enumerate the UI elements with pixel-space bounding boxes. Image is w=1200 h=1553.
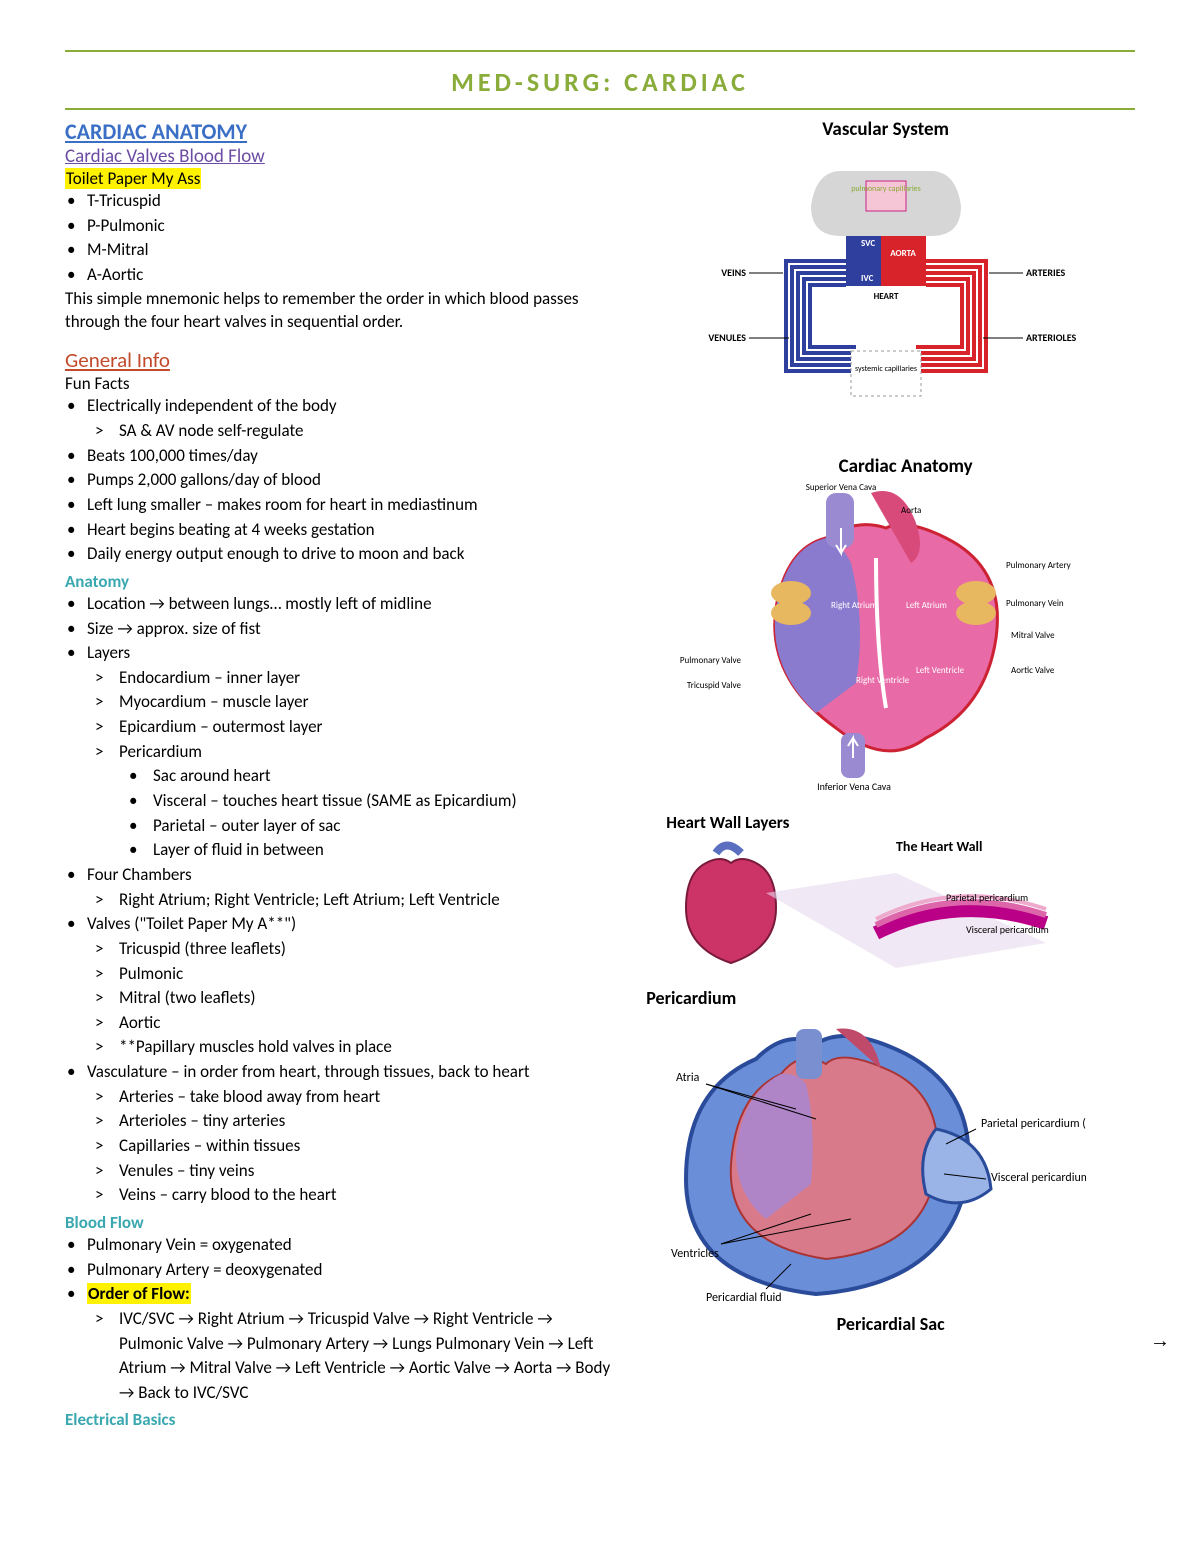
right-column: Vascular System pulmonary capillaries SV… [636, 118, 1135, 1430]
heading-anatomy: Anatomy [65, 571, 616, 592]
svg-text:ARTERIES: ARTERIES [1026, 266, 1065, 279]
chamber-list: Right Atrium; Right Ventricle; Left Atri… [119, 888, 616, 913]
svg-text:Parietal pericardium: Parietal pericardium [946, 891, 1028, 904]
bf-order: Order of Flow: [87, 1282, 616, 1307]
svg-text:Pulmonary Vein: Pulmonary Vein [1006, 598, 1064, 609]
svg-text:HEART: HEART [873, 291, 898, 302]
fact-item: Heart begins beating at 4 weeks gestatio… [87, 518, 616, 543]
layer-item: Endocardium – inner layer [119, 666, 616, 691]
peri-item: Visceral – touches heart tissue (SAME as… [153, 789, 616, 814]
label-fun-facts: Fun Facts [65, 373, 616, 394]
layer-item: Myocardium – muscle layer [119, 690, 616, 715]
layer-item: Epicardium – outermost layer [119, 715, 616, 740]
fact-item: Left lung smaller – makes room for heart… [87, 493, 616, 518]
heading-electrical: Electrical Basics [65, 1409, 616, 1430]
mnemonic-item: P-Pulmonic [87, 214, 616, 239]
pericardium-diagram: Atria Ventricles Pericardial fluid Parie… [646, 1009, 1086, 1309]
fig-vascular-title: Vascular System [822, 118, 949, 141]
mnemonic-item: M-Mitral [87, 238, 616, 263]
valve-item: Aortic [119, 1011, 616, 1036]
figure-cardiac-anatomy: Cardiac Anatomy Superior Vena Cava [636, 455, 1135, 798]
fact-item: Daily energy output enough to drive to m… [87, 542, 616, 567]
layer-item: Pericardium [119, 740, 616, 765]
left-column: CARDIAC ANATOMY Cardiac Valves Blood Flo… [65, 118, 616, 1430]
svg-text:pulmonary capillaries: pulmonary capillaries [851, 184, 921, 194]
svg-text:SVC: SVC [861, 238, 875, 249]
heading-general-info: General Info [65, 347, 616, 373]
fact-item: Beats 100,000 times/day [87, 444, 616, 469]
svg-text:Left Atrium: Left Atrium [906, 600, 947, 611]
mnemonic-item: A-Aortic [87, 263, 616, 288]
svg-text:Ventricles: Ventricles [671, 1247, 719, 1261]
valve-item: **Papillary muscles hold valves in place [119, 1035, 616, 1060]
top-rule [65, 50, 1135, 52]
heading-valves-flow: Cardiac Valves Blood Flow [65, 145, 616, 168]
peri-item: Layer of fluid in between [153, 838, 616, 863]
svg-text:Tricuspid Valve: Tricuspid Valve [687, 680, 742, 691]
vascular-diagram: pulmonary capillaries SVC IVC AORTA HEAR… [671, 141, 1101, 441]
vessel-item: Arteries – take blood away from heart [119, 1085, 616, 1110]
svg-text:Aorta: Aorta [901, 505, 921, 516]
mnemonic-highlight: Toilet Paper My Ass [65, 168, 616, 189]
figure-vascular: Vascular System pulmonary capillaries SV… [636, 118, 1135, 441]
fig-anat-title: Cardiac Anatomy [839, 455, 973, 478]
peri-item: Sac around heart [153, 764, 616, 789]
vessel-item: Capillaries – within tissues [119, 1134, 616, 1159]
figure-pericardium: Pericardium Atria Ventricles [636, 987, 1135, 1335]
fig-peri-caption: Pericardial Sac [837, 1313, 945, 1335]
svg-text:Right Ventricle: Right Ventricle [856, 675, 910, 686]
mnemonic-item: T-Tricuspid [87, 189, 616, 214]
heading-cardiac-anatomy: CARDIAC ANATOMY [65, 118, 616, 145]
svg-text:VENULES: VENULES [708, 331, 746, 344]
continuation-arrow-icon: → [1150, 1330, 1170, 1353]
svg-text:systemic capillaries: systemic capillaries [855, 364, 917, 374]
peri-item: Parietal – outer layer of sac [153, 814, 616, 839]
svg-text:Mitral Valve: Mitral Valve [1011, 630, 1055, 641]
valve-item: Tricuspid (three leaflets) [119, 937, 616, 962]
figure-heart-wall: Heart Wall Layers The Heart Wall Parieta… [636, 812, 1135, 973]
under-rule [65, 108, 1135, 110]
vessel-item: Venules – tiny veins [119, 1159, 616, 1184]
svg-text:Right Atrium: Right Atrium [831, 600, 877, 611]
anat-item: Layers [87, 641, 616, 666]
vessel-item: Arterioles – tiny arteries [119, 1109, 616, 1134]
chambers-item: Four Chambers [87, 863, 616, 888]
fact-item: Electrically independent of the body [87, 394, 616, 419]
valve-item: Pulmonic [119, 962, 616, 987]
valve-item: Mitral (two leaflets) [119, 986, 616, 1011]
svg-text:Superior Vena Cava: Superior Vena Cava [805, 482, 876, 493]
bf-item: Pulmonary Artery = deoxygenated [87, 1258, 616, 1283]
anat-item: Location → between lungs… mostly left of… [87, 592, 616, 617]
vasc-item: Vasculature – in order from heart, throu… [87, 1060, 616, 1085]
anat-item: Size → approx. size of fist [87, 617, 616, 642]
svg-text:Pulmonary Artery: Pulmonary Artery [1006, 560, 1072, 571]
svg-text:Pericardial fluid: Pericardial fluid [706, 1291, 782, 1305]
svg-text:Aortic Valve: Aortic Valve [1011, 665, 1055, 676]
heading-blood-flow: Blood Flow [65, 1212, 616, 1233]
cardiac-anatomy-diagram: Superior Vena Cava Aorta Pulmonary Arter… [676, 478, 1096, 798]
svg-text:AORTA: AORTA [890, 248, 916, 259]
svg-text:VEINS: VEINS [721, 266, 746, 279]
fig-peri-title: Pericardium [646, 987, 736, 1009]
mnemonic-explain: This simple mnemonic helps to remember t… [65, 288, 616, 334]
vessel-item: Veins – carry blood to the heart [119, 1183, 616, 1208]
svg-text:Parietal pericardium (cut): Parietal pericardium (cut) [981, 1117, 1086, 1131]
svg-text:Atria: Atria [676, 1071, 700, 1085]
svg-text:The Heart Wall: The Heart Wall [896, 838, 982, 855]
svg-text:Visceral pericardium (cut): Visceral pericardium (cut) [991, 1171, 1086, 1185]
svg-text:ARTERIOLES: ARTERIOLES [1026, 331, 1076, 344]
fact-subitem: SA & AV node self-regulate [119, 419, 616, 444]
svg-text:Pulmonary Valve: Pulmonary Valve [679, 655, 741, 666]
page-title: MED-SURG: CARDIAC [65, 62, 1135, 108]
valves-item: Valves ("Toilet Paper My A**") [87, 912, 616, 937]
fact-item: Pumps 2,000 gallons/day of blood [87, 468, 616, 493]
svg-text:IVC: IVC [861, 273, 874, 284]
heart-wall-diagram: The Heart Wall Parietal pericardium Visc… [666, 833, 1066, 973]
bf-item: Pulmonary Vein = oxygenated [87, 1233, 616, 1258]
fig-wall-title: Heart Wall Layers [666, 812, 789, 833]
bf-order-text: IVC/SVC → Right Atrium → Tricuspid Valve… [119, 1307, 616, 1406]
svg-text:Visceral pericardium: Visceral pericardium [966, 923, 1049, 936]
svg-text:Inferior Vena Cava: Inferior Vena Cava [817, 780, 891, 793]
svg-text:Left Ventricle: Left Ventricle [916, 665, 965, 676]
